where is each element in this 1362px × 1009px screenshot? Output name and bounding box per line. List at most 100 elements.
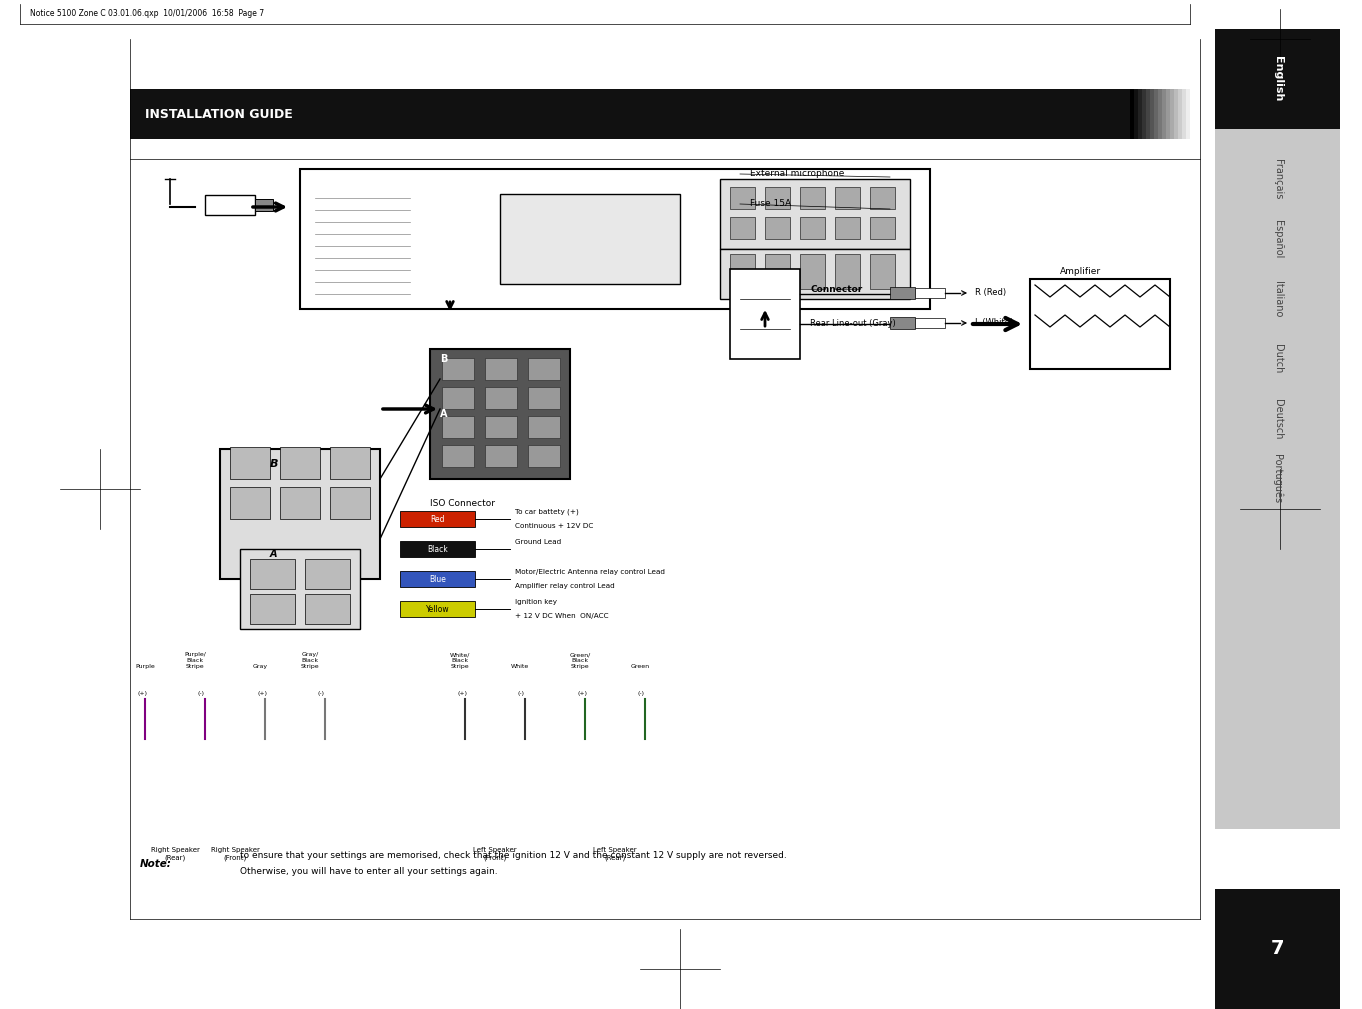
- Bar: [528, 387, 560, 409]
- Text: External microphone: External microphone: [750, 170, 844, 179]
- Bar: [1174, 89, 1178, 139]
- Bar: [889, 287, 915, 299]
- Text: Amplifier: Amplifier: [1060, 266, 1100, 275]
- Bar: [1130, 89, 1135, 139]
- Bar: [129, 89, 1130, 139]
- Text: Continuous + 12V DC: Continuous + 12V DC: [515, 523, 594, 529]
- Bar: [1170, 89, 1174, 139]
- Bar: [1145, 89, 1150, 139]
- Text: White/
Black
Stripe: White/ Black Stripe: [449, 653, 470, 669]
- Text: Gray/
Black
Stripe: Gray/ Black Stripe: [301, 653, 319, 669]
- Text: Italiano: Italiano: [1272, 281, 1283, 317]
- Bar: [251, 559, 296, 589]
- Bar: [230, 487, 270, 519]
- Text: Rear Line-out (Gray): Rear Line-out (Gray): [810, 320, 896, 329]
- Bar: [443, 445, 474, 467]
- Bar: [305, 559, 350, 589]
- Bar: [799, 187, 825, 209]
- Bar: [240, 549, 360, 629]
- Bar: [430, 349, 571, 479]
- Text: (-): (-): [317, 691, 324, 696]
- Text: (+): (+): [458, 691, 467, 696]
- Text: Fuse 15A: Fuse 15A: [750, 200, 791, 209]
- Circle shape: [1056, 332, 1075, 350]
- Text: Green: Green: [631, 664, 650, 669]
- Text: Notice 5100 Zone C 03.01.06.qxp  10/01/2006  16:58  Page 7: Notice 5100 Zone C 03.01.06.qxp 10/01/20…: [30, 9, 264, 18]
- Bar: [1215, 129, 1340, 829]
- Bar: [528, 416, 560, 438]
- Bar: [230, 447, 270, 479]
- Text: Right Speaker
(Front): Right Speaker (Front): [211, 848, 259, 861]
- Bar: [485, 445, 518, 467]
- Bar: [889, 317, 915, 329]
- Circle shape: [219, 783, 251, 815]
- Bar: [443, 387, 474, 409]
- Text: Connector: Connector: [810, 285, 862, 294]
- Bar: [1141, 89, 1145, 139]
- Bar: [870, 217, 895, 239]
- Bar: [206, 195, 255, 215]
- Bar: [915, 318, 945, 328]
- Text: Red: Red: [430, 515, 445, 524]
- Text: (-): (-): [518, 691, 524, 696]
- Bar: [1135, 89, 1139, 139]
- Text: ISO Connector: ISO Connector: [430, 499, 494, 509]
- Bar: [485, 387, 518, 409]
- Bar: [835, 217, 859, 239]
- Text: Green/
Black
Stripe: Green/ Black Stripe: [569, 653, 591, 669]
- Bar: [281, 447, 320, 479]
- Bar: [281, 487, 320, 519]
- Bar: [1182, 89, 1186, 139]
- Text: (+): (+): [138, 691, 147, 696]
- Bar: [221, 449, 380, 579]
- Bar: [730, 187, 755, 209]
- Text: Amplifier relay control Lead: Amplifier relay control Lead: [515, 583, 614, 589]
- Text: Motor/Electric Antenna relay control Lead: Motor/Electric Antenna relay control Lea…: [515, 569, 665, 575]
- Text: Left Speaker
(Rear): Left Speaker (Rear): [594, 848, 637, 861]
- Bar: [1215, 889, 1340, 1009]
- Bar: [400, 571, 475, 587]
- Bar: [730, 217, 755, 239]
- Bar: [720, 249, 910, 299]
- Text: Left Speaker
(Front): Left Speaker (Front): [473, 848, 516, 861]
- Bar: [300, 169, 930, 309]
- Text: Note:: Note:: [140, 859, 172, 869]
- Bar: [330, 487, 370, 519]
- Bar: [765, 254, 790, 289]
- Bar: [835, 254, 859, 289]
- Text: R (Red): R (Red): [975, 289, 1007, 298]
- Text: to ensure that your settings are memorised, check that the ignition 12 V and the: to ensure that your settings are memoris…: [240, 852, 787, 861]
- Text: Dutch: Dutch: [1272, 344, 1283, 373]
- Text: (-): (-): [197, 691, 204, 696]
- Bar: [528, 358, 560, 380]
- Bar: [330, 447, 370, 479]
- Bar: [1186, 89, 1190, 139]
- Text: Yellow: Yellow: [426, 604, 449, 613]
- Bar: [915, 288, 945, 298]
- Bar: [485, 416, 518, 438]
- Bar: [1162, 89, 1166, 139]
- Circle shape: [479, 783, 511, 815]
- Text: B: B: [440, 354, 447, 364]
- Text: Gray: Gray: [252, 664, 267, 669]
- Text: + 12 V DC When  ON/ACC: + 12 V DC When ON/ACC: [515, 613, 609, 619]
- Bar: [1215, 29, 1340, 129]
- Circle shape: [159, 783, 191, 815]
- Text: Ground Lead: Ground Lead: [515, 539, 561, 545]
- Text: (+): (+): [577, 691, 587, 696]
- Bar: [835, 187, 859, 209]
- Bar: [485, 358, 518, 380]
- Text: English: English: [1272, 57, 1283, 102]
- Bar: [870, 254, 895, 289]
- Bar: [730, 254, 755, 289]
- Text: Ignition key: Ignition key: [515, 599, 557, 605]
- Bar: [765, 187, 790, 209]
- Bar: [305, 594, 350, 624]
- Bar: [1158, 89, 1162, 139]
- Bar: [443, 416, 474, 438]
- Bar: [1150, 89, 1154, 139]
- Bar: [400, 541, 475, 557]
- Bar: [1166, 89, 1170, 139]
- Text: Black: Black: [428, 545, 448, 554]
- Bar: [1154, 89, 1158, 139]
